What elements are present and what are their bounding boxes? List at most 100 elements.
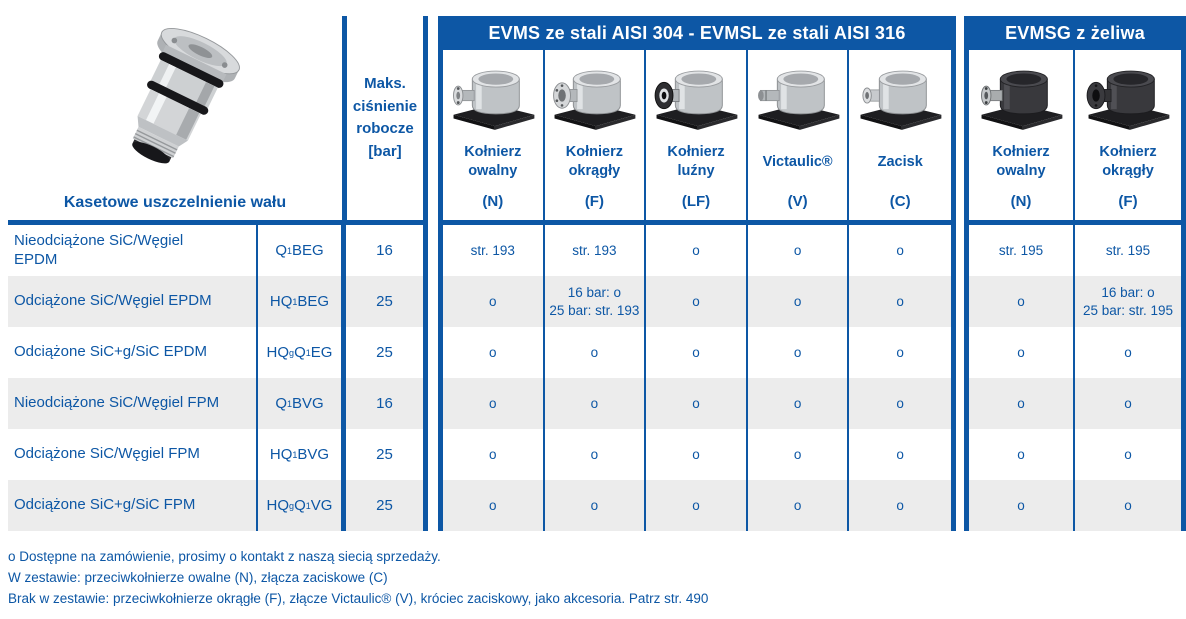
pump-casing-loose-flange-steel-icon — [649, 54, 743, 138]
availability-cell: o — [748, 480, 850, 531]
seal-type-label: Nieodciążone SiC/Węgiel EPDM — [8, 225, 258, 276]
pump-casing-victaulic-steel-icon — [751, 54, 845, 138]
column-code: (N) — [1010, 193, 1032, 210]
availability-cell: str. 195 — [969, 225, 1075, 276]
table-row: Odciążone SiC+g/SiC EPDM HQ g Q 1 EG 25 — [8, 327, 428, 378]
availability-cell: o — [646, 378, 748, 429]
availability-row: str. 193 str. 193 o o o — [443, 225, 951, 276]
availability-cell: o — [896, 344, 904, 360]
availability-row: o o o o o — [443, 429, 951, 480]
seal-type-label: Odciążone SiC+g/SiC FPM — [8, 480, 258, 531]
column-label: Kołnierz okrągły — [1099, 144, 1157, 179]
seal-code: HQ g Q 1 VG — [258, 480, 346, 531]
seal-type-label: Odciążone SiC+g/SiC EPDM — [8, 327, 258, 378]
availability-cell: o — [646, 480, 748, 531]
availability-cell: o — [443, 429, 545, 480]
column-header-round-flange: Kołnierz okrągły (F) — [545, 50, 647, 220]
evms-column-headers: Kołnierz owalny (N) Kołnierz okrągły — [443, 50, 951, 225]
availability-cell: o — [969, 480, 1075, 531]
seal-code: Q 1 BEG — [258, 225, 346, 276]
max-pressure-value: 25 — [346, 276, 428, 327]
seal-type-label: Odciążone SiC/Węgiel EPDM — [8, 276, 258, 327]
availability-cell: o — [969, 378, 1075, 429]
column-label: Zacisk — [877, 153, 923, 170]
left-header-main: Kasetowe uszczelnienie wału — [8, 16, 342, 220]
column-code: (N) — [482, 193, 504, 210]
seal-type-label: Odciążone SiC/Węgiel FPM — [8, 429, 258, 480]
max-pressure-value: 25 — [346, 327, 428, 378]
availability-cell: o — [443, 378, 545, 429]
column-code: (F) — [584, 193, 604, 210]
availability-row: o o — [969, 480, 1181, 531]
availability-cell: o — [443, 480, 545, 531]
seal-variant-table: Kasetowe uszczelnienie wału Maks. ciśnie… — [8, 16, 428, 531]
column-header-round-flange-iron: Kołnierz okrągły (F) — [1075, 50, 1181, 220]
max-pressure-value: 25 — [346, 429, 428, 480]
availability-cell: o — [896, 446, 904, 462]
left-table-header: Kasetowe uszczelnienie wału Maks. ciśnie… — [8, 16, 428, 225]
evmsg-group-title: EVMSG z żeliwa — [969, 16, 1181, 50]
evmsg-group: EVMSG z żeliwa Kołnierz owalny (N) — [964, 16, 1186, 531]
column-header-oval-flange: Kołnierz owalny (N) — [443, 50, 545, 220]
availability-cell: o — [545, 429, 647, 480]
availability-cell: o — [545, 327, 647, 378]
max-pressure-value: 25 — [346, 480, 428, 531]
availability-row: o o o o o — [443, 480, 951, 531]
availability-row: o 16 bar: o 25 bar: str. 195 — [969, 276, 1181, 327]
pump-casing-round-flange-steel-icon — [547, 54, 641, 138]
column-label: Victaulic® — [762, 153, 833, 170]
availability-cell: o — [969, 429, 1075, 480]
availability-cell: o — [896, 293, 904, 309]
availability-cell: o — [896, 242, 904, 258]
seal-code: HQ g Q 1 EG — [258, 327, 346, 378]
availability-cell: str. 193 — [443, 225, 545, 276]
column-label: Kołnierz owalny — [992, 144, 1050, 179]
availability-cell: str. 195 — [1105, 242, 1151, 258]
availability-cell: o — [646, 327, 748, 378]
availability-cell: o — [896, 395, 904, 411]
footnote-availability: o Dostępne na zamówienie, prosimy o kont… — [8, 549, 441, 564]
availability-row: o o o o o — [443, 327, 951, 378]
availability-cell: o — [545, 480, 647, 531]
availability-cell: o — [1124, 344, 1132, 360]
availability-cell: str. 193 — [545, 225, 647, 276]
evms-evmsl-group: EVMS ze stali AISI 304 - EVMSL ze stali … — [438, 16, 956, 531]
evms-group-title: EVMS ze stali AISI 304 - EVMSL ze stali … — [443, 16, 951, 50]
availability-cell: o — [1124, 395, 1132, 411]
column-header-oval-flange-iron: Kołnierz owalny (N) — [969, 50, 1075, 220]
footnote-included: W zestawie: przeciwkołnierze owalne (N),… — [8, 569, 388, 585]
seal-type-label: Nieodciążone SiC/Węgiel FPM — [8, 378, 258, 429]
availability-cell: 16 bar: o 25 bar: str. 193 — [545, 276, 647, 327]
pump-casing-clamp-steel-icon — [853, 54, 947, 138]
availability-cell: o — [545, 378, 647, 429]
availability-cell: o — [748, 276, 850, 327]
availability-cell: o — [748, 327, 850, 378]
availability-cell: o — [646, 276, 748, 327]
availability-cell: o — [748, 378, 850, 429]
availability-row: o o — [969, 378, 1181, 429]
table-row: Nieodciążone SiC/Węgiel FPM Q 1 BVG 16 — [8, 378, 428, 429]
availability-cell: 16 bar: o 25 bar: str. 195 — [1082, 284, 1174, 318]
availability-row: o 16 bar: o 25 bar: str. 193 o o o — [443, 276, 951, 327]
pump-casing-round-flange-iron-icon — [1081, 54, 1175, 138]
table-row: Odciążone SiC+g/SiC FPM HQ g Q 1 VG 25 — [8, 480, 428, 531]
column-code: (V) — [787, 193, 808, 210]
column-code: (F) — [1118, 193, 1138, 210]
max-pressure-value: 16 — [346, 378, 428, 429]
left-table-title: Kasetowe uszczelnienie wału — [63, 194, 287, 211]
availability-row: str. 195 str. 195 — [969, 225, 1181, 276]
availability-cell: o — [969, 276, 1075, 327]
max-pressure-value: 16 — [346, 225, 428, 276]
table-row: Nieodciążone SiC/Węgiel EPDM Q 1 BEG 16 — [8, 225, 428, 276]
seal-code: HQ 1 BEG — [258, 276, 346, 327]
column-header-loose-flange: Kołnierz luźny (LF) — [646, 50, 748, 220]
seal-selection-table: Kasetowe uszczelnienie wału Maks. ciśnie… — [8, 16, 1186, 531]
table-row: Odciążone SiC/Węgiel FPM HQ 1 BVG 25 — [8, 429, 428, 480]
availability-cell: o — [1124, 497, 1132, 513]
pump-casing-oval-flange-iron-icon — [974, 54, 1068, 138]
column-header-victaulic: Victaulic® (V) — [748, 50, 850, 220]
seal-code: HQ 1 BVG — [258, 429, 346, 480]
availability-row: o o — [969, 327, 1181, 378]
column-code: (C) — [889, 193, 911, 210]
